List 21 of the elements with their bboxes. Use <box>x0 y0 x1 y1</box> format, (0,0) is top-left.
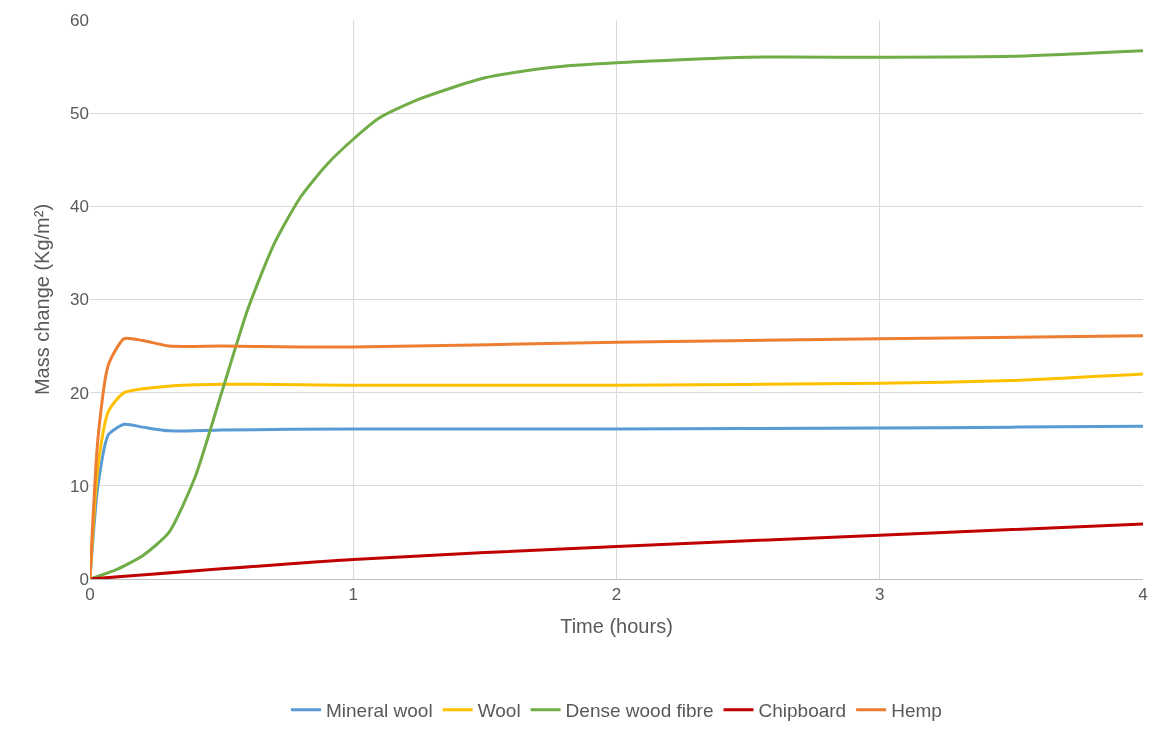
x-tick-label: 4 <box>1138 585 1148 605</box>
y-tick-label: 60 <box>70 10 89 30</box>
y-tick-label: 10 <box>70 476 89 496</box>
legend-label: Hemp <box>891 700 942 722</box>
y-tick-label: 20 <box>70 383 89 403</box>
legend-label: Chipboard <box>758 700 847 722</box>
legend-label: Mineral wool <box>326 700 433 722</box>
y-tick-label: 50 <box>70 104 89 124</box>
y-axis-title: Mass change (Kg/m²) <box>30 203 53 396</box>
x-tick-label: 3 <box>875 585 885 605</box>
x-axis-title: Time (hours) <box>560 614 673 637</box>
line-series <box>90 49 1143 579</box>
line-series <box>90 522 1143 579</box>
y-tick-label: 0 <box>79 569 89 589</box>
x-tick-label: 1 <box>348 585 358 605</box>
legend-label: Dense wood fibre <box>565 700 714 722</box>
y-tick-label: 30 <box>70 290 89 310</box>
legend-label: Wool <box>477 700 521 722</box>
y-tick-label: 40 <box>70 197 89 217</box>
line-series <box>90 334 1143 579</box>
x-tick-label: 2 <box>611 585 622 605</box>
